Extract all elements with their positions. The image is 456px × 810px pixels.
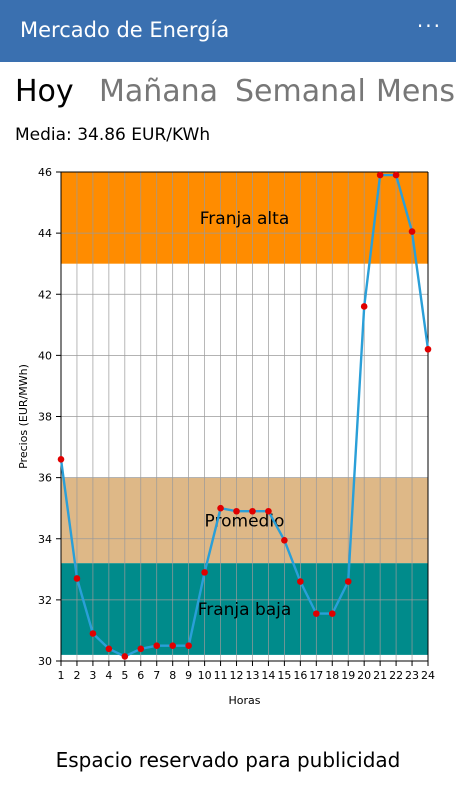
y-tick-label: 34 [38, 533, 52, 546]
y-tick-label: 40 [38, 349, 52, 362]
price-point [57, 455, 65, 463]
y-tick-label: 46 [38, 166, 52, 179]
price-point [137, 645, 145, 653]
price-point [265, 507, 272, 515]
price-point [297, 578, 304, 585]
band-2 [61, 563, 428, 655]
price-point [424, 345, 432, 353]
x-tick-label: 20 [357, 669, 371, 682]
price-point [153, 642, 161, 650]
tab-manana[interactable]: Mañana [99, 74, 219, 109]
price-point [360, 303, 368, 310]
more-icon[interactable]: ··· [416, 14, 442, 38]
x-tick-label: 2 [73, 669, 80, 682]
x-tick-label: 14 [261, 669, 275, 682]
x-tick-label: 19 [341, 669, 355, 682]
price-point [376, 171, 384, 179]
x-tick-label: 24 [421, 669, 435, 682]
price-point [105, 645, 113, 653]
price-point [121, 653, 129, 660]
price-point [201, 569, 208, 576]
x-tick-label: 5 [121, 669, 128, 682]
price-point [313, 610, 320, 617]
x-tick-label: 16 [293, 669, 307, 682]
app-title: Mercado de Energía [20, 18, 230, 42]
price-point [392, 171, 400, 179]
x-tick-label: 18 [325, 669, 339, 682]
band-label: Franja alta [200, 209, 290, 229]
x-tick-label: 11 [214, 669, 228, 682]
tab-hoy[interactable]: Hoy [15, 74, 74, 109]
x-tick-label: 10 [198, 669, 212, 682]
price-point [169, 642, 176, 650]
x-tick-label: 8 [169, 669, 176, 682]
price-point [233, 507, 240, 515]
x-tick-label: 4 [105, 669, 112, 682]
price-point [328, 610, 336, 617]
average-price: Media: 34.86 EUR/KWh [15, 125, 211, 145]
y-tick-label: 30 [38, 655, 52, 668]
x-tick-label: 12 [230, 669, 244, 682]
ad-placeholder: Espacio reservado para publicidad [55, 748, 401, 772]
x-tick-label: 22 [389, 669, 403, 682]
y-tick-label: 38 [38, 411, 52, 424]
band-1 [61, 477, 428, 564]
x-tick-label: 3 [89, 669, 96, 682]
x-tick-label: 23 [405, 669, 419, 682]
y-tick-label: 42 [38, 288, 52, 301]
price-point [185, 642, 192, 650]
x-tick-label: 17 [309, 669, 323, 682]
price-point [89, 630, 97, 637]
x-tick-label: 13 [245, 669, 259, 682]
tab-mensual[interactable]: Mensu [376, 74, 456, 109]
y-tick-label: 44 [38, 227, 52, 240]
x-tick-label: 21 [373, 669, 387, 682]
tab-semanal[interactable]: Semanal [235, 74, 366, 109]
y-tick-label: 32 [38, 594, 52, 607]
price-point [281, 536, 288, 544]
x-tick-label: 7 [153, 669, 160, 682]
price-point [249, 507, 256, 515]
x-tick-label: 6 [137, 669, 144, 682]
y-axis-title: Precios (EUR/MWh) [17, 364, 30, 469]
price-point [73, 575, 81, 582]
price-point [217, 504, 224, 512]
title-bar: Mercado de Energía ··· [0, 0, 456, 62]
y-tick-label: 36 [38, 472, 52, 485]
price-point [344, 578, 352, 585]
x-axis-title: Horas [229, 694, 261, 707]
x-tick-label: 15 [277, 669, 291, 682]
band-label: Franja baja [198, 600, 292, 620]
x-tick-label: 1 [58, 669, 65, 682]
x-tick-label: 9 [185, 669, 192, 682]
band-label: Promedio [205, 511, 285, 531]
price-point [408, 228, 416, 235]
band-0 [61, 172, 428, 264]
pivot-tabs: Hoy Mañana Semanal Mensu [0, 74, 456, 118]
